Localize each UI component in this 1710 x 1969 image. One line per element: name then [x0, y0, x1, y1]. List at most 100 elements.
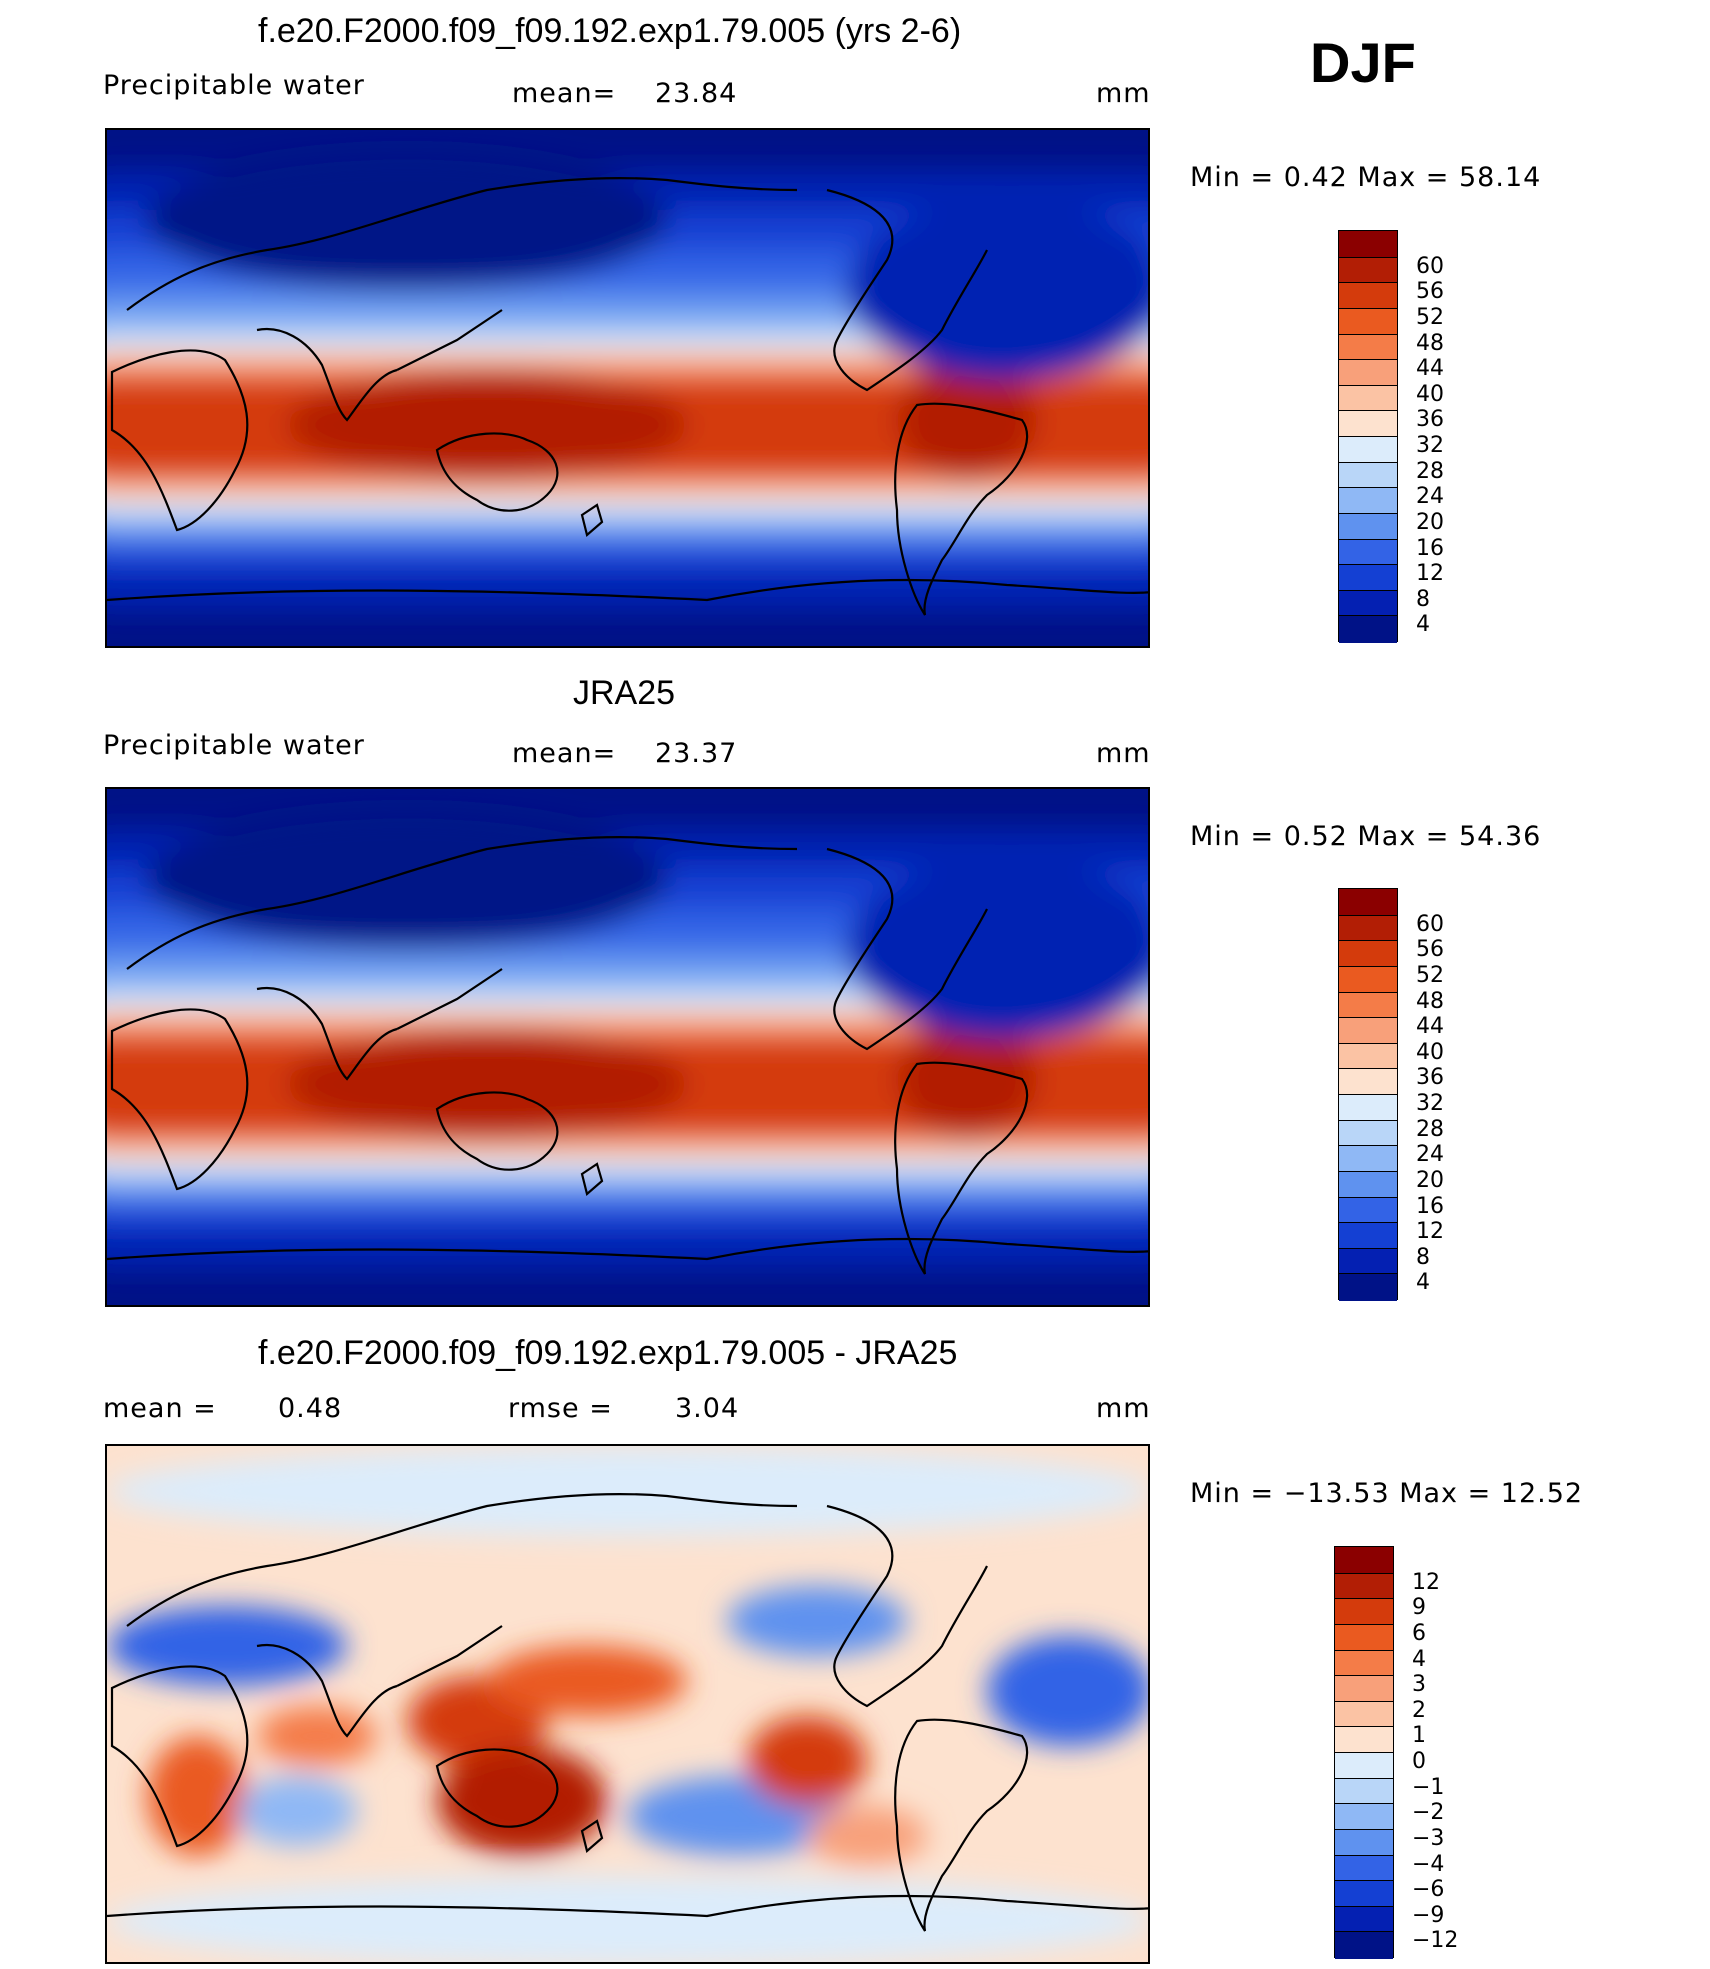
colorbar-tick-label: 28 [1416, 458, 1444, 484]
colorbar-tick-label: −4 [1412, 1851, 1445, 1877]
rmse-value-diff: 3.04 [675, 1393, 740, 1424]
colorbar-tick-label: −9 [1412, 1902, 1445, 1928]
colorbar-segment [1339, 282, 1397, 310]
colorbar-segment [1339, 889, 1397, 916]
colorbar-segment [1339, 256, 1397, 284]
panel-title-obs: JRA25 [573, 674, 676, 712]
minmax-text-obs: Min = 0.52 Max = 54.36 [1190, 821, 1542, 852]
colorbar-tick-label: −6 [1412, 1877, 1445, 1903]
colorbar-segment [1339, 231, 1397, 258]
colorbar-segment [1335, 1547, 1393, 1574]
colorbar-tick-label: 32 [1416, 1091, 1444, 1116]
colorbar-segment [1339, 410, 1397, 438]
colorbar-tick-label: 60 [1416, 253, 1444, 279]
colorbar-segment [1339, 991, 1397, 1019]
colorbar-tick-label: 20 [1416, 1167, 1444, 1193]
colorbar-diff [1334, 1546, 1394, 1959]
colorbar-obs [1338, 888, 1398, 1301]
colorbar-segment [1335, 1777, 1393, 1805]
colorbar-tick-label: 9 [1412, 1595, 1426, 1621]
colorbar-tick-label: 44 [1416, 356, 1444, 382]
rmse-label-diff: rmse = [508, 1393, 613, 1424]
units-label-model: mm [1096, 78, 1151, 109]
colorbar-segment [1339, 461, 1397, 489]
colorbar-segment [1339, 359, 1397, 387]
colorbar-tick-label: 56 [1416, 937, 1444, 963]
colorbar-tick-label: −3 [1412, 1825, 1445, 1851]
colorbar-segment [1339, 965, 1397, 993]
colorbar-tick-label: 12 [1412, 1569, 1440, 1595]
colorbar-segment [1339, 1145, 1397, 1173]
colorbar-segment [1339, 384, 1397, 412]
colorbar-tick-label: 0 [1412, 1749, 1426, 1774]
colorbar-segment [1339, 538, 1397, 566]
colorbar-tick-label: 60 [1416, 911, 1444, 937]
colorbar-tick-label: 44 [1416, 1014, 1444, 1040]
colorbar-segment [1339, 1170, 1397, 1198]
colorbar-segment [1339, 333, 1397, 361]
colorbar-tick-label: 48 [1416, 330, 1444, 356]
colorbar-tick-label: 28 [1416, 1116, 1444, 1142]
colorbar-tick-label: 24 [1416, 1142, 1444, 1168]
variable-label-model: Precipitable water [103, 70, 365, 101]
colorbar-tick-label: 48 [1416, 988, 1444, 1014]
colorbar-segment [1335, 1726, 1393, 1754]
colorbar-segment [1339, 487, 1397, 515]
colorbar-segment [1339, 940, 1397, 968]
colorbar-segment [1339, 512, 1397, 540]
colorbar-tick-label: 12 [1416, 561, 1444, 587]
colorbar-segment [1339, 1042, 1397, 1070]
panel-title-model: f.e20.F2000.f09_f09.192.exp1.79.005 (yrs… [258, 12, 962, 50]
colorbar-segment [1339, 1196, 1397, 1224]
colorbar-tick-label: 4 [1416, 612, 1430, 638]
colorbar-segment [1335, 1598, 1393, 1626]
colorbar-segment [1339, 1017, 1397, 1045]
colorbar-tick-label: 1 [1412, 1723, 1426, 1749]
colorbar-tick-label: 20 [1416, 509, 1444, 535]
colorbar-segment [1339, 1222, 1397, 1250]
colorbar-segment [1335, 1649, 1393, 1677]
colorbar-segment [1335, 1880, 1393, 1908]
colorbar-tick-label: 8 [1416, 586, 1430, 612]
colorbar-tick-label: 8 [1416, 1244, 1430, 1270]
colorbar-segment [1339, 1273, 1397, 1301]
colorbar-tick-label: −1 [1412, 1774, 1445, 1800]
coastlines [107, 835, 1148, 1275]
panel-title-diff: f.e20.F2000.f09_f09.192.exp1.79.005 - JR… [258, 1334, 958, 1372]
mean-value-model: 23.84 [655, 78, 738, 109]
season-label: DJF [1310, 31, 1416, 94]
colorbar-segment [1339, 615, 1397, 643]
mean-label-obs: mean= [512, 738, 617, 769]
colorbar-segment [1339, 1094, 1397, 1122]
colorbar-segment [1339, 589, 1397, 617]
coastlines [107, 176, 1148, 616]
colorbar-tick-label: 40 [1416, 1039, 1444, 1065]
colorbar-segment [1339, 436, 1397, 464]
map-diff [105, 1444, 1150, 1964]
colorbar-tick-label: 16 [1416, 1193, 1444, 1219]
colorbar-segment [1335, 1931, 1393, 1959]
colorbar-segment [1339, 914, 1397, 942]
mean-label-diff: mean = [103, 1393, 217, 1424]
colorbar-tick-label: 56 [1416, 279, 1444, 305]
units-label-diff: mm [1096, 1393, 1151, 1424]
variable-label-obs: Precipitable water [103, 730, 365, 761]
colorbar-tick-label: 12 [1416, 1219, 1444, 1245]
colorbar-segment [1339, 564, 1397, 592]
units-label-obs: mm [1096, 738, 1151, 769]
colorbar-tick-label: 24 [1416, 484, 1444, 510]
colorbar-tick-label: 32 [1416, 433, 1444, 458]
colorbar-segment [1339, 307, 1397, 335]
colorbar-segment [1339, 1247, 1397, 1275]
colorbar-tick-label: −12 [1412, 1928, 1459, 1954]
mean-value-obs: 23.37 [655, 738, 738, 769]
map-obs [105, 787, 1150, 1307]
mean-value-diff: 0.48 [278, 1393, 343, 1424]
colorbar-segment [1335, 1905, 1393, 1933]
colorbar-segment [1335, 1752, 1393, 1780]
colorbar-segment [1335, 1828, 1393, 1856]
colorbar-tick-label: 36 [1416, 407, 1444, 433]
colorbar-segment [1335, 1803, 1393, 1831]
colorbar-segment [1339, 1068, 1397, 1096]
colorbar-tick-label: 4 [1416, 1270, 1430, 1296]
